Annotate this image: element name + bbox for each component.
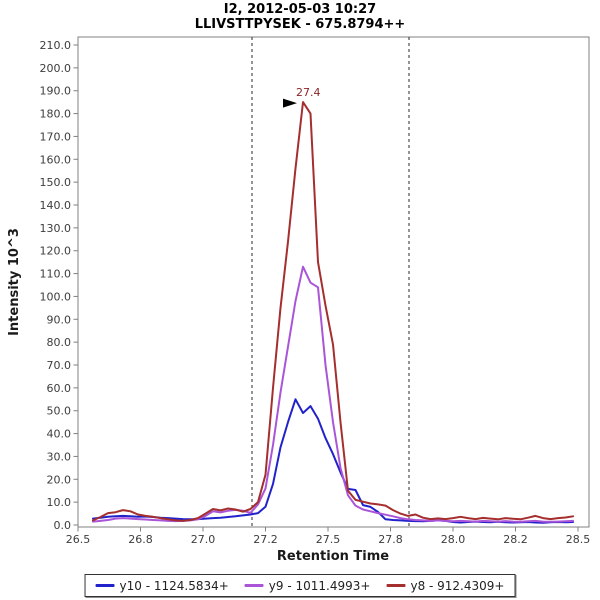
legend-swatch-y10-icon xyxy=(95,584,115,587)
plot-frame xyxy=(77,36,590,528)
legend-label-y10: y10 - 1124.5834+ xyxy=(119,578,229,593)
peak-pointer-triangle-icon[interactable] xyxy=(283,98,297,108)
legend: y10 - 1124.5834+ y9 - 1011.4993+ y8 - 91… xyxy=(84,574,516,597)
y-tick-label: 110.0 xyxy=(40,268,72,281)
y-tick-label: 180.0 xyxy=(40,108,72,121)
y-tick-label: 10.0 xyxy=(47,496,72,509)
x-tick-label: 26.5 xyxy=(66,533,91,546)
y-tick-label: 120.0 xyxy=(40,245,72,258)
series-line-y9[interactable] xyxy=(92,265,574,523)
x-tick-label: 27.5 xyxy=(316,533,341,546)
y-tick-label: 170.0 xyxy=(40,130,72,143)
legend-label-y8: y8 - 912.4309+ xyxy=(410,578,505,593)
y-tick-label: 190.0 xyxy=(40,85,72,98)
chart-title-line1: I2, 2012-05-03 10:27 xyxy=(223,2,377,17)
x-tick-label: 27.0 xyxy=(191,533,216,546)
legend-swatch-y9-icon xyxy=(244,584,264,587)
chart-title-line2: LLIVSTTPYSEK - 675.8794++ xyxy=(194,17,406,32)
x-tick-label: 27.2 xyxy=(253,533,278,546)
y-tick-label: 70.0 xyxy=(47,359,72,372)
y-tick-label: 90.0 xyxy=(47,313,72,326)
y-axis-title: Intensity 10^3 xyxy=(7,228,22,336)
x-tick-label: 28.5 xyxy=(566,533,591,546)
y-tick-label: 100.0 xyxy=(40,290,72,303)
legend-item-y9: y9 - 1011.4993+ xyxy=(244,578,371,593)
legend-item-y8: y8 - 912.4309+ xyxy=(386,579,504,593)
x-tick-label: 28.2 xyxy=(503,533,528,546)
x-tick-label: 28.0 xyxy=(441,533,466,546)
y-tick-label: 20.0 xyxy=(47,473,72,486)
legend-label-y9: y9 - 1011.4993+ xyxy=(268,578,371,593)
legend-swatch-y8-icon xyxy=(386,584,406,587)
y-tick-label: 160.0 xyxy=(40,153,72,166)
x-tick-label: 26.8 xyxy=(128,533,153,546)
y-tick-label: 210.0 xyxy=(40,39,72,52)
series-line-y8[interactable] xyxy=(92,101,574,522)
y-tick-label: 130.0 xyxy=(40,222,72,235)
y-tick-label: 30.0 xyxy=(47,450,72,463)
legend-item-y10: y10 - 1124.5834+ xyxy=(95,578,229,593)
y-tick-label: 150.0 xyxy=(40,176,72,189)
y-tick-label: 200.0 xyxy=(40,62,72,75)
y-tick-label: 60.0 xyxy=(47,382,72,395)
x-axis-title: Retention Time xyxy=(277,549,389,564)
chart-title: I2, 2012-05-03 10:27 LLIVSTTPYSEK - 675.… xyxy=(0,2,600,32)
y-tick-label: 140.0 xyxy=(40,199,72,212)
y-tick-label: 80.0 xyxy=(47,336,72,349)
x-tick-label: 27.8 xyxy=(378,533,403,546)
y-tick-label: 50.0 xyxy=(47,405,72,418)
y-tick-label: 0.0 xyxy=(54,519,72,532)
peak-rt-label[interactable]: 27.4 xyxy=(296,86,321,99)
y-tick-label: 40.0 xyxy=(47,428,72,441)
